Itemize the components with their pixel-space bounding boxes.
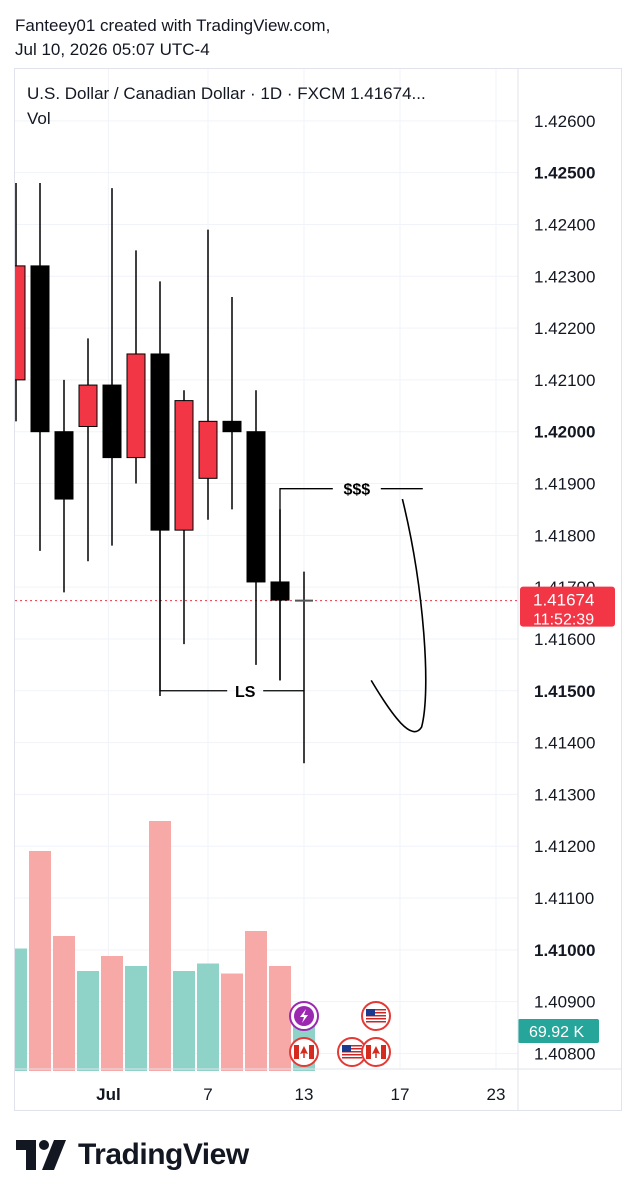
- candle: [246, 390, 266, 665]
- brand-name: TradingView: [78, 1138, 249, 1171]
- us-flag-icon: [361, 1001, 391, 1031]
- candle-body: [78, 384, 98, 428]
- price-tick-label: 1.42300: [534, 267, 595, 286]
- price-chart[interactable]: $$$ LS 1.42600 1.42500 1.42400 1.42300 1.42200…: [15, 69, 621, 1110]
- price-tick-label: 1.41800: [534, 526, 595, 545]
- price-tick-label: 1.41100: [534, 889, 594, 908]
- time-axis: Jul 7 13 17 23: [15, 69, 621, 1110]
- projection-curve: [370, 498, 427, 733]
- volume-bar: [77, 971, 99, 1071]
- candle: [222, 296, 242, 510]
- candle: [174, 390, 194, 645]
- candle-body: [30, 265, 50, 433]
- candle: [126, 250, 146, 484]
- price-tick-label: 1.40800: [534, 1044, 595, 1063]
- candle-body: [102, 384, 122, 459]
- volume-bar: [245, 931, 267, 1071]
- canada-flag-icon: [289, 1037, 319, 1067]
- event-icons: [289, 1001, 391, 1067]
- candle: [78, 338, 98, 562]
- price-tick-label: 1.40900: [534, 993, 595, 1012]
- candle-body: [54, 431, 74, 500]
- volume-bar: [101, 956, 123, 1071]
- candle-body: [150, 353, 170, 531]
- time-tick-label: 17: [391, 1085, 410, 1104]
- grid-lines: [15, 69, 518, 1069]
- time-tick-label: 7: [203, 1085, 212, 1104]
- price-tick-label: 1.42600: [534, 112, 595, 131]
- candle: [54, 379, 74, 593]
- volume-bar: [173, 971, 195, 1071]
- current-volume-badge: 69.92 K: [518, 1019, 599, 1043]
- ls-line: [159, 530, 228, 692]
- price-tick-label: 1.42400: [534, 215, 595, 234]
- chart-frame[interactable]: $$$ LS 1.42600 1.42500 1.42400 1.42300 1.42200…: [14, 68, 622, 1111]
- candle: [198, 229, 218, 520]
- volume-bar: [125, 966, 147, 1071]
- time-tick-label: 23: [487, 1085, 506, 1104]
- price-tick-label: 1.41500: [534, 682, 595, 701]
- price-tick-label: 1.42100: [534, 371, 595, 390]
- lightning-icon: [289, 1001, 319, 1031]
- header-timestamp: Jul 10, 2026 05:07 UTC-4: [15, 40, 210, 59]
- volume-legend-label: Vol: [27, 109, 51, 128]
- candle-body: [126, 353, 146, 459]
- time-tick-label: 13: [295, 1085, 314, 1104]
- candle-body: [174, 400, 194, 531]
- header-credit: Fanteey01 created with TradingView.com,: [15, 16, 331, 35]
- canada-flag-icon: [361, 1037, 391, 1067]
- volume-bar: [149, 821, 171, 1071]
- volume-bar: [15, 948, 27, 1071]
- brand-footer: TradingView: [16, 1138, 249, 1172]
- candle-body: [15, 265, 26, 381]
- candle: [15, 182, 26, 422]
- price-tick-label: 1.41600: [534, 630, 595, 649]
- candle: [30, 182, 50, 551]
- drawing-annotations: $$$ LS: [159, 482, 427, 733]
- price-tick-label: 1.42000: [534, 423, 595, 442]
- price-tick-label: 1.41400: [534, 734, 595, 753]
- tradingview-logo-icon: [16, 1140, 66, 1170]
- volume-bar: [197, 963, 219, 1071]
- time-labels: Jul 7 13 17 23: [96, 1085, 505, 1104]
- volume-bar: [269, 966, 291, 1071]
- volume-bar: [53, 936, 75, 1071]
- price-tick-label: 1.42500: [534, 164, 595, 183]
- chart-legend: U.S. Dollar / Canadian Dollar · 1D · FXC…: [27, 84, 426, 128]
- annotation-ls-label: LS: [235, 684, 256, 701]
- candle: [295, 571, 313, 764]
- chart-title: U.S. Dollar / Canadian Dollar · 1D · FXC…: [27, 84, 426, 103]
- current-price-label: 1.41674: [533, 591, 594, 610]
- annotation-liquidity-label: $$$: [343, 482, 370, 499]
- volume-bar: [29, 851, 51, 1071]
- candle-body: [246, 431, 266, 583]
- candle-series: [15, 182, 313, 764]
- candle-body: [198, 420, 218, 479]
- candle-body: [222, 420, 242, 433]
- volume-series: [15, 821, 315, 1071]
- price-tick-label: 1.41900: [534, 475, 595, 494]
- time-tick-label: Jul: [96, 1085, 121, 1104]
- candle-countdown-label: 11:52:39: [533, 612, 594, 629]
- price-tick-label: 1.41200: [534, 837, 595, 856]
- candle: [102, 188, 122, 546]
- price-tick-label: 1.42200: [534, 319, 595, 338]
- volume-bar: [221, 973, 243, 1071]
- current-volume-label: 69.92 K: [529, 1024, 584, 1041]
- price-tick-label: 1.41300: [534, 785, 595, 804]
- current-price-badge: 1.41674 11:52:39: [520, 586, 615, 629]
- liquidity-line: [279, 488, 333, 681]
- us-flag-icon: [337, 1037, 367, 1067]
- price-tick-label: 1.41000: [534, 941, 595, 960]
